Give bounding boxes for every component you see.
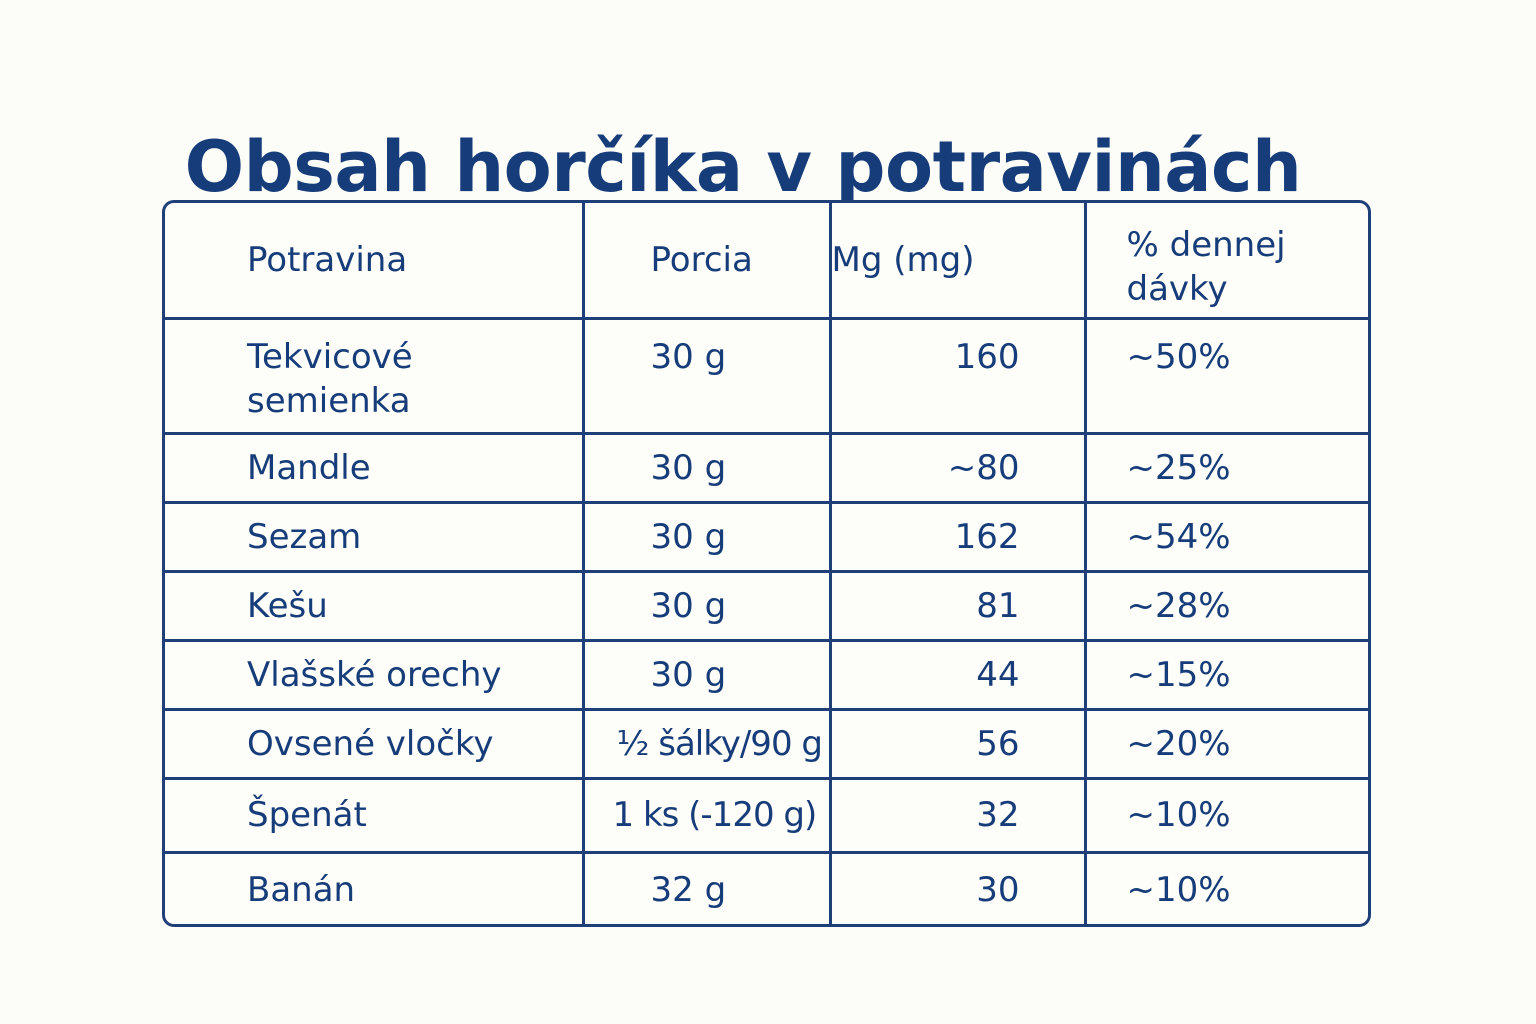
cell-food: Kešu: [165, 569, 585, 642]
cell-portion: 1 ks (-120 g): [581, 776, 832, 854]
table-row: Tekvicové semienka 30 g 160 ~50%: [165, 316, 1368, 435]
page-title: Obsah horčíka v potravinách: [184, 125, 1302, 208]
cell-food: Špenát: [165, 776, 585, 854]
cell-portion: 30 g: [581, 316, 832, 435]
header-portion: Porcia: [581, 203, 832, 320]
cell-food: Ovsené vločky: [165, 707, 585, 780]
header-daily-percent-line2: dávky: [1126, 269, 1228, 309]
cell-food: Vlašské orechy: [165, 638, 585, 711]
table-header-row: Potravina Porcia Mg (mg) % dennej dávky: [165, 203, 1368, 320]
magnesium-table: Potravina Porcia Mg (mg) % dennej dávky T…: [162, 200, 1371, 927]
cell-daily-percent: ~20%: [1083, 707, 1368, 780]
cell-food-line1: Tekvicové: [247, 336, 413, 377]
table-row: Kešu 30 g 81 ~28%: [165, 569, 1368, 642]
cell-portion: 30 g: [581, 431, 832, 504]
cell-food: Sezam: [165, 500, 585, 573]
table-row: Sezam 30 g 162 ~54%: [165, 500, 1368, 573]
cell-daily-percent: ~28%: [1083, 569, 1368, 642]
cell-daily-percent: ~15%: [1083, 638, 1368, 711]
cell-portion: 30 g: [581, 569, 832, 642]
cell-daily-percent: ~10%: [1083, 776, 1368, 854]
header-mg: Mg (mg): [828, 203, 1087, 320]
header-daily-percent: % dennej dávky: [1083, 203, 1368, 320]
header-daily-percent-line1: % dennej: [1126, 225, 1286, 265]
cell-mg: 56: [828, 707, 1087, 780]
cell-mg: 160: [828, 316, 1087, 435]
cell-portion: 30 g: [581, 638, 832, 711]
cell-portion: ½ šálky/90 g: [581, 707, 832, 780]
cell-daily-percent: ~54%: [1083, 500, 1368, 573]
table-row: Vlašské orechy 30 g 44 ~15%: [165, 638, 1368, 711]
cell-food: Mandle: [165, 431, 585, 504]
cell-mg: 162: [828, 500, 1087, 573]
cell-mg: 44: [828, 638, 1087, 711]
cell-daily-percent: ~10%: [1083, 850, 1368, 924]
cell-mg: 30: [828, 850, 1087, 924]
cell-daily-percent: ~25%: [1083, 431, 1368, 504]
cell-mg: 81: [828, 569, 1087, 642]
header-food: Potravina: [165, 203, 585, 320]
table: Potravina Porcia Mg (mg) % dennej dávky T…: [165, 203, 1368, 924]
cell-food: Banán: [165, 850, 585, 924]
cell-portion: 30 g: [581, 500, 832, 573]
cell-portion: 32 g: [581, 850, 832, 924]
table-row: Banán 32 g 30 ~10%: [165, 850, 1368, 924]
table-row: Mandle 30 g ~80 ~25%: [165, 431, 1368, 504]
cell-daily-percent: ~50%: [1083, 316, 1368, 435]
table-row: Špenát 1 ks (-120 g) 32 ~10%: [165, 776, 1368, 854]
cell-food: Tekvicové semienka: [165, 316, 585, 435]
table-row: Ovsené vločky ½ šálky/90 g 56 ~20%: [165, 707, 1368, 780]
cell-mg: ~80: [828, 431, 1087, 504]
cell-food-line2: semienka: [247, 380, 411, 421]
cell-mg: 32: [828, 776, 1087, 854]
